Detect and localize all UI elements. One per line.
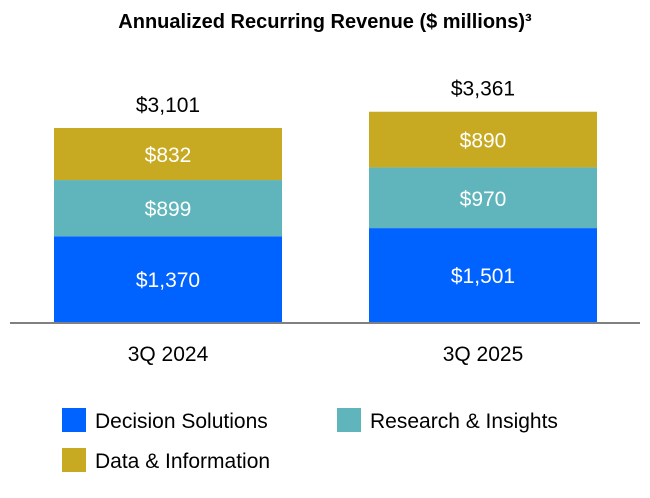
bars-group: $1,370 $899 $832 $3,101 3Q 2024 $1,501 $970 $89…: [54, 78, 597, 366]
x-tick-label: 3Q 2024: [128, 343, 209, 366]
bar-segment-decision-solutions-1: [369, 228, 597, 322]
total-label: $3,361: [451, 78, 515, 101]
legend-swatch: [62, 448, 86, 472]
data-label: $1,501: [451, 265, 515, 288]
legend-label: Data & Information: [95, 450, 270, 473]
total-label: $3,101: [136, 94, 200, 117]
legend-label: Research & Insights: [370, 410, 558, 433]
data-label: $1,370: [136, 269, 200, 292]
bar-segment-research-insights-0: [54, 180, 282, 237]
legend: Decision Solutions Research & Insights Dat…: [62, 408, 558, 473]
bar-segment-data-information-0: [54, 128, 282, 181]
bar-segment-research-insights-1: [369, 167, 597, 229]
legend-swatch: [337, 408, 361, 432]
legend-swatch: [62, 408, 86, 432]
x-tick-label: 3Q 2025: [443, 343, 524, 366]
chart-title: Annualized Recurring Revenue ($ millions…: [118, 11, 532, 33]
data-label: $970: [460, 188, 507, 211]
data-label: $832: [145, 144, 192, 167]
legend-label: Decision Solutions: [95, 410, 268, 433]
bar-segment-decision-solutions-0: [54, 236, 282, 322]
bar-segment-data-information-1: [369, 111, 597, 168]
data-label: $890: [460, 130, 507, 153]
data-label: $899: [145, 198, 192, 221]
